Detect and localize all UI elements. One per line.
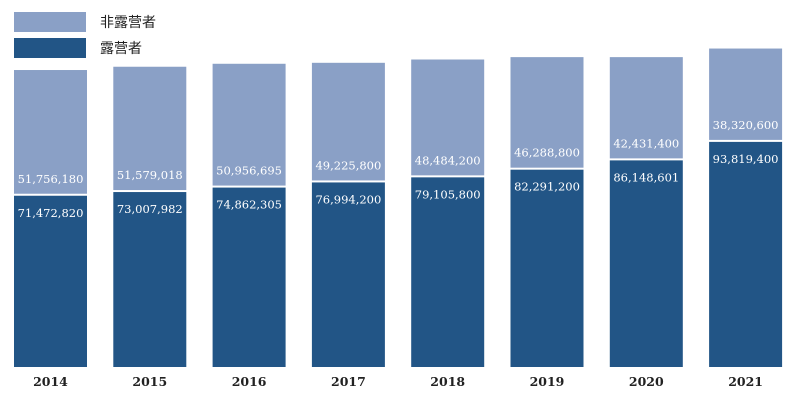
legend-label-camper: 露营者 — [100, 41, 142, 57]
data-label-camper-2018: 79,105,800 — [415, 187, 481, 201]
bar-non-camper-2016 — [212, 63, 286, 186]
x-tick-label-2021: 2021 — [728, 374, 763, 389]
data-label-non-camper-2017: 49,225,800 — [315, 158, 381, 172]
data-label-camper-2017: 76,994,200 — [315, 192, 381, 206]
bar-camper-2021 — [709, 141, 783, 367]
data-label-non-camper-2018: 48,484,200 — [415, 153, 481, 167]
bar-camper-2017 — [311, 182, 385, 367]
data-label-non-camper-2015: 51,579,018 — [117, 168, 183, 182]
data-label-camper-2019: 82,291,200 — [514, 180, 580, 194]
data-label-camper-2014: 71,472,820 — [18, 206, 84, 220]
bar-non-camper-2019 — [510, 57, 584, 168]
bar-non-camper-2021 — [709, 48, 783, 140]
data-label-non-camper-2016: 50,956,695 — [216, 164, 282, 178]
bar-non-camper-2018 — [411, 59, 485, 176]
bar-camper-2020 — [609, 160, 683, 367]
x-tick-label-2015: 2015 — [132, 374, 167, 389]
bar-non-camper-2015 — [113, 66, 187, 191]
bar-camper-2019 — [510, 169, 584, 367]
data-label-non-camper-2019: 46,288,800 — [514, 146, 580, 160]
bar-non-camper-2020 — [609, 57, 683, 159]
legend-item-camper: 露营者 — [14, 38, 142, 58]
bar-camper-2016 — [212, 187, 286, 367]
data-label-non-camper-2014: 51,756,180 — [18, 172, 84, 186]
x-tick-label-2020: 2020 — [629, 374, 664, 389]
data-label-camper-2021: 93,819,400 — [713, 152, 779, 166]
data-label-camper-2015: 73,007,982 — [117, 202, 183, 216]
legend-swatch-non-camper — [14, 12, 86, 32]
legend-label-non-camper: 非露营者 — [100, 15, 156, 31]
legend-item-non-camper: 非露营者 — [14, 12, 156, 32]
x-tick-label-2018: 2018 — [430, 374, 465, 389]
x-tick-label-2014: 2014 — [33, 374, 68, 389]
data-label-non-camper-2020: 42,431,400 — [613, 136, 679, 150]
bar-non-camper-2014 — [14, 70, 87, 194]
bar-camper-2015 — [113, 192, 187, 367]
bar-camper-2014 — [14, 195, 87, 367]
data-label-camper-2020: 86,148,601 — [613, 170, 679, 184]
data-label-camper-2016: 74,862,305 — [216, 198, 282, 212]
data-label-non-camper-2021: 38,320,600 — [713, 118, 779, 132]
bar-non-camper-2017 — [311, 62, 385, 181]
x-tick-label-2019: 2019 — [530, 374, 565, 389]
bar-camper-2018 — [411, 177, 485, 367]
legend-swatch-camper — [14, 38, 86, 58]
x-tick-label-2017: 2017 — [331, 374, 366, 389]
x-tick-label-2016: 2016 — [232, 374, 267, 389]
